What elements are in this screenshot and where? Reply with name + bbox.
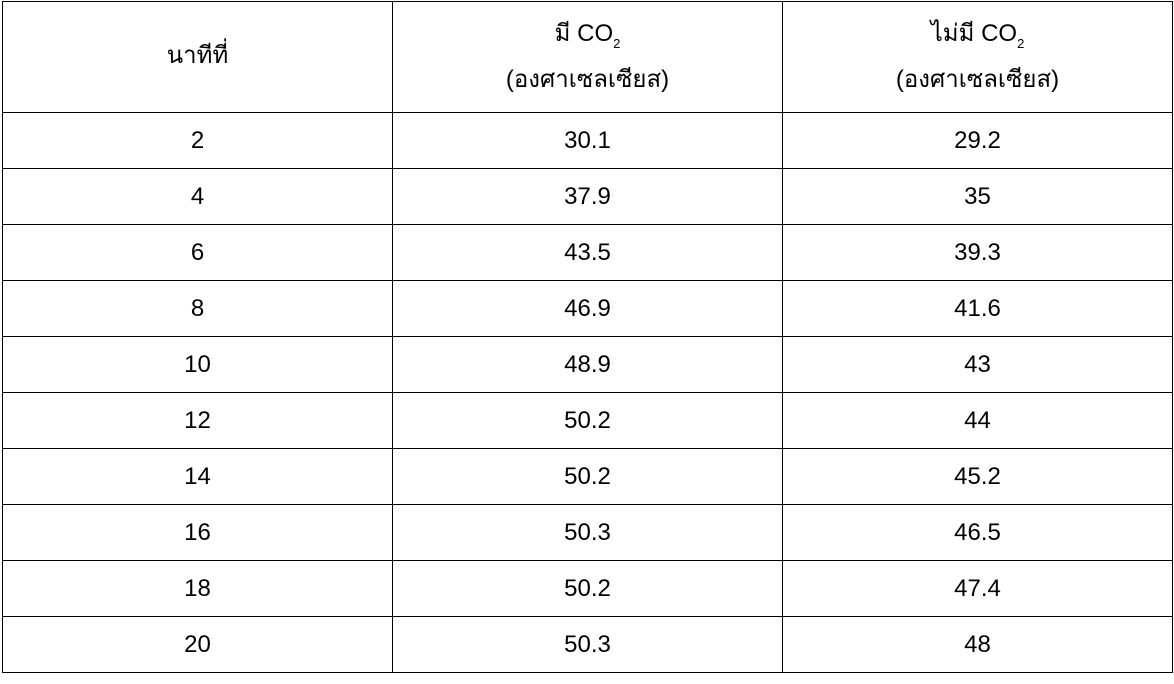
table-row: 14 50.2 45.2 — [2, 448, 1173, 505]
cell-without-co2: 44 — [782, 392, 1173, 449]
table-row: 4 37.9 35 — [2, 168, 1173, 225]
header-with-co2-prefix: มี CO — [554, 19, 614, 47]
header-without-co2: ไม่มี CO2 (องศาเซลเซียส) — [782, 1, 1173, 113]
cell-with-co2: 30.1 — [392, 112, 783, 169]
cell-with-co2: 50.3 — [392, 504, 783, 561]
cell-with-co2: 50.3 — [392, 616, 783, 673]
cell-minute: 4 — [2, 168, 393, 225]
cell-minute: 8 — [2, 280, 393, 337]
cell-with-co2: 43.5 — [392, 224, 783, 281]
header-without-co2-prefix: ไม่มี CO — [930, 19, 1018, 47]
cell-without-co2: 43 — [782, 336, 1173, 393]
header-without-co2-title: ไม่มี CO2 — [783, 19, 1172, 58]
temperature-table: นาทีที่ มี CO2 (องศาเซลเซียส) ไม่มี CO2 … — [2, 1, 1173, 673]
data-table-container: นาทีที่ มี CO2 (องศาเซลเซียส) ไม่มี CO2 … — [2, 1, 1173, 673]
cell-minute: 6 — [2, 224, 393, 281]
header-with-co2-title: มี CO2 — [393, 19, 782, 58]
cell-with-co2: 46.9 — [392, 280, 783, 337]
cell-without-co2: 47.4 — [782, 560, 1173, 617]
table-row: 20 50.3 48 — [2, 616, 1173, 673]
header-with-co2-subscript: 2 — [613, 36, 621, 52]
cell-minute: 20 — [2, 616, 393, 673]
table-row: 12 50.2 44 — [2, 392, 1173, 449]
cell-minute: 2 — [2, 112, 393, 169]
cell-without-co2: 29.2 — [782, 112, 1173, 169]
header-without-co2-unit: (องศาเซลเซียส) — [895, 66, 1060, 94]
cell-with-co2: 50.2 — [392, 448, 783, 505]
table-body: 2 30.1 29.2 4 37.9 35 6 43.5 39.3 8 46.9 41.6 10 48.9… — [2, 112, 1173, 673]
cell-without-co2: 41.6 — [782, 280, 1173, 337]
cell-without-co2: 46.5 — [782, 504, 1173, 561]
cell-with-co2: 37.9 — [392, 168, 783, 225]
table-row: 10 48.9 43 — [2, 336, 1173, 393]
header-minute: นาทีที่ — [2, 1, 393, 113]
cell-without-co2: 48 — [782, 616, 1173, 673]
cell-minute: 16 — [2, 504, 393, 561]
cell-minute: 12 — [2, 392, 393, 449]
header-row: นาทีที่ มี CO2 (องศาเซลเซียส) ไม่มี CO2 … — [2, 1, 1173, 113]
cell-minute: 18 — [2, 560, 393, 617]
header-with-co2: มี CO2 (องศาเซลเซียส) — [392, 1, 783, 113]
table-row: 16 50.3 46.5 — [2, 504, 1173, 561]
header-minute-label: นาทีที่ — [166, 41, 229, 69]
cell-with-co2: 48.9 — [392, 336, 783, 393]
cell-without-co2: 45.2 — [782, 448, 1173, 505]
header-without-co2-subscript: 2 — [1017, 36, 1025, 52]
cell-without-co2: 35 — [782, 168, 1173, 225]
cell-without-co2: 39.3 — [782, 224, 1173, 281]
cell-minute: 10 — [2, 336, 393, 393]
cell-with-co2: 50.2 — [392, 560, 783, 617]
cell-with-co2: 50.2 — [392, 392, 783, 449]
table-row: 2 30.1 29.2 — [2, 112, 1173, 169]
table-row: 18 50.2 47.4 — [2, 560, 1173, 617]
header-with-co2-unit: (องศาเซลเซียส) — [505, 66, 670, 94]
table-row: 8 46.9 41.6 — [2, 280, 1173, 337]
cell-minute: 14 — [2, 448, 393, 505]
table-row: 6 43.5 39.3 — [2, 224, 1173, 281]
